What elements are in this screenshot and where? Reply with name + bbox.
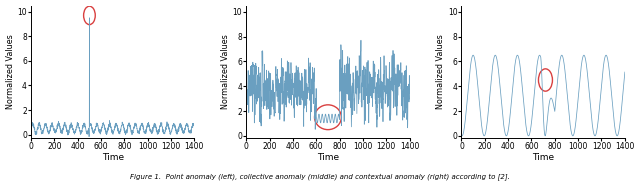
Text: Figure 1.  Point anomaly (left), collective anomaly (middle) and contextual anom: Figure 1. Point anomaly (left), collecti… (130, 173, 510, 180)
X-axis label: Time: Time (102, 153, 124, 162)
Y-axis label: Normalized Values: Normalized Values (6, 35, 15, 109)
X-axis label: Time: Time (532, 153, 554, 162)
Y-axis label: Normalized Values: Normalized Values (436, 35, 445, 109)
X-axis label: Time: Time (317, 153, 339, 162)
Y-axis label: Normalized Values: Normalized Values (221, 35, 230, 109)
